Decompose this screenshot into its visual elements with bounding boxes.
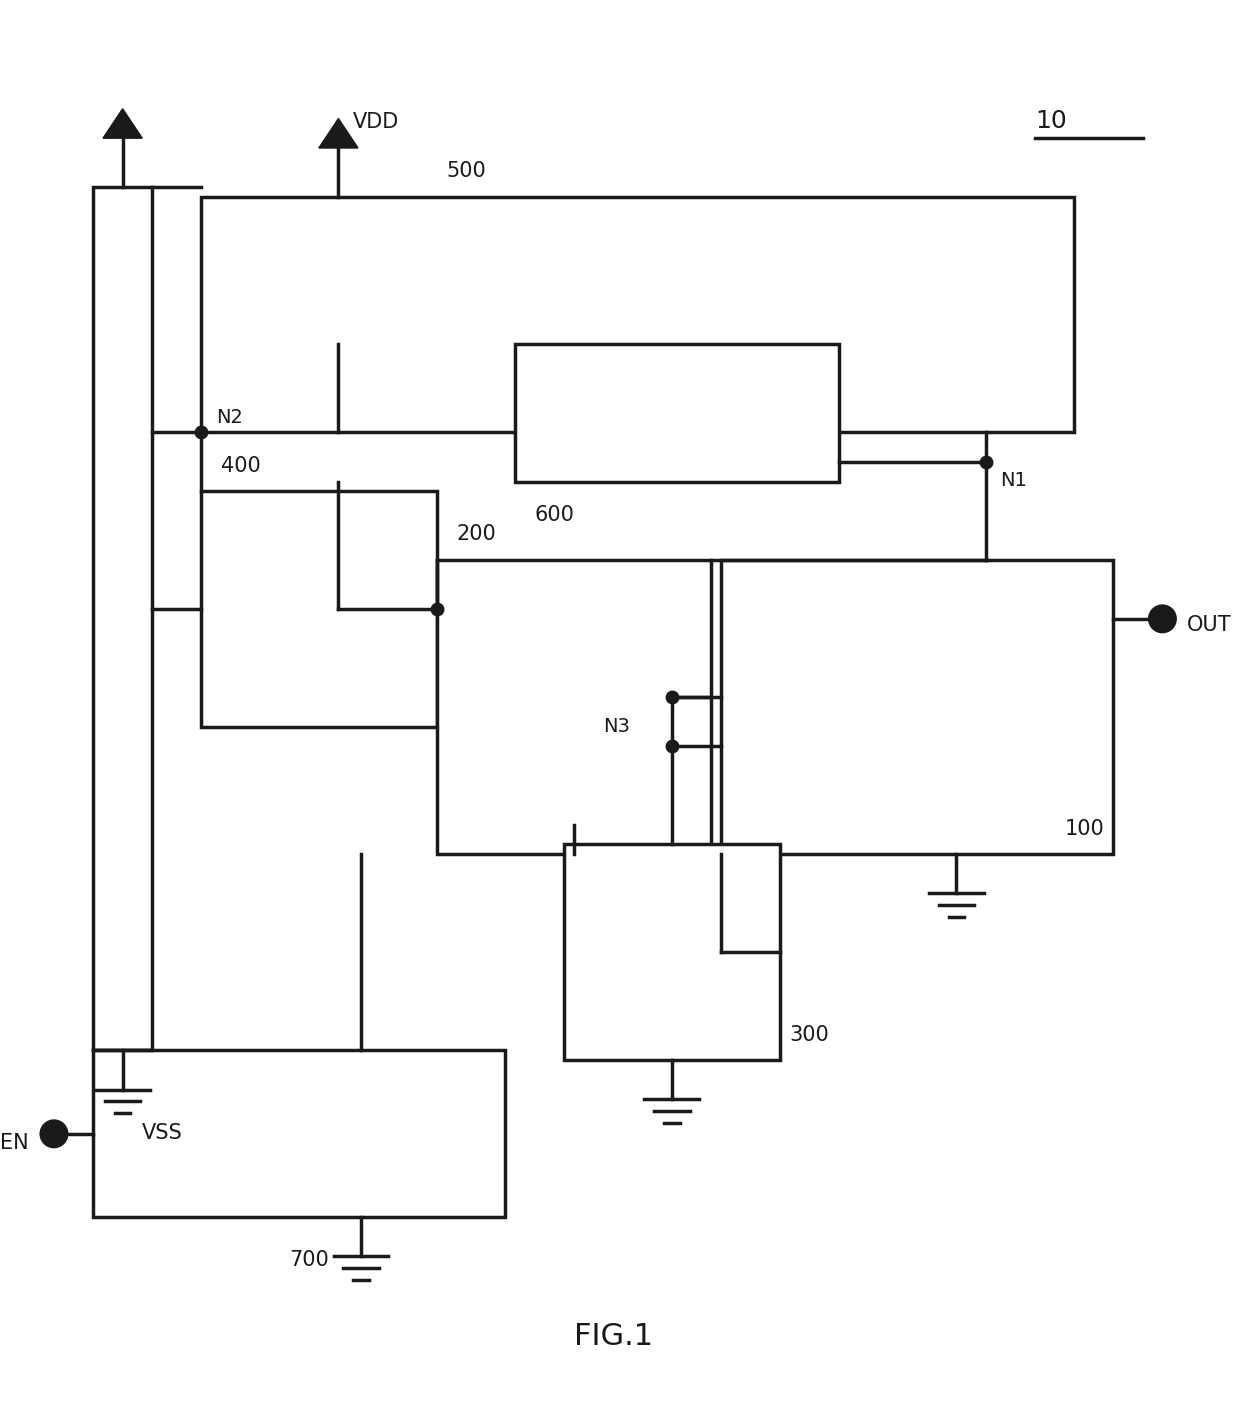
Text: 700: 700: [289, 1250, 329, 1270]
Text: N2: N2: [216, 408, 243, 427]
Bar: [93, 187, 153, 1050]
Bar: [720, 559, 1114, 855]
Text: N1: N1: [1001, 471, 1028, 491]
Text: 400: 400: [221, 455, 260, 475]
Bar: [515, 344, 838, 481]
Text: 200: 200: [456, 524, 496, 544]
Text: EN: EN: [0, 1133, 29, 1153]
Text: 500: 500: [446, 161, 486, 181]
Bar: [93, 1050, 505, 1217]
Bar: [201, 197, 1074, 432]
Text: VDD: VDD: [353, 113, 399, 133]
Text: 300: 300: [790, 1025, 830, 1045]
Text: 100: 100: [1064, 819, 1104, 839]
Polygon shape: [319, 118, 358, 148]
Bar: [201, 491, 436, 726]
Text: N3: N3: [604, 716, 630, 736]
Circle shape: [1149, 606, 1176, 632]
Text: 600: 600: [534, 505, 574, 525]
Circle shape: [41, 1122, 67, 1146]
Text: 10: 10: [1035, 110, 1066, 133]
Bar: [436, 559, 712, 855]
Text: FIG.1: FIG.1: [574, 1321, 652, 1351]
Bar: [564, 845, 780, 1060]
Text: OUT: OUT: [1187, 615, 1231, 635]
Text: VSS: VSS: [143, 1123, 184, 1143]
Polygon shape: [103, 108, 143, 138]
